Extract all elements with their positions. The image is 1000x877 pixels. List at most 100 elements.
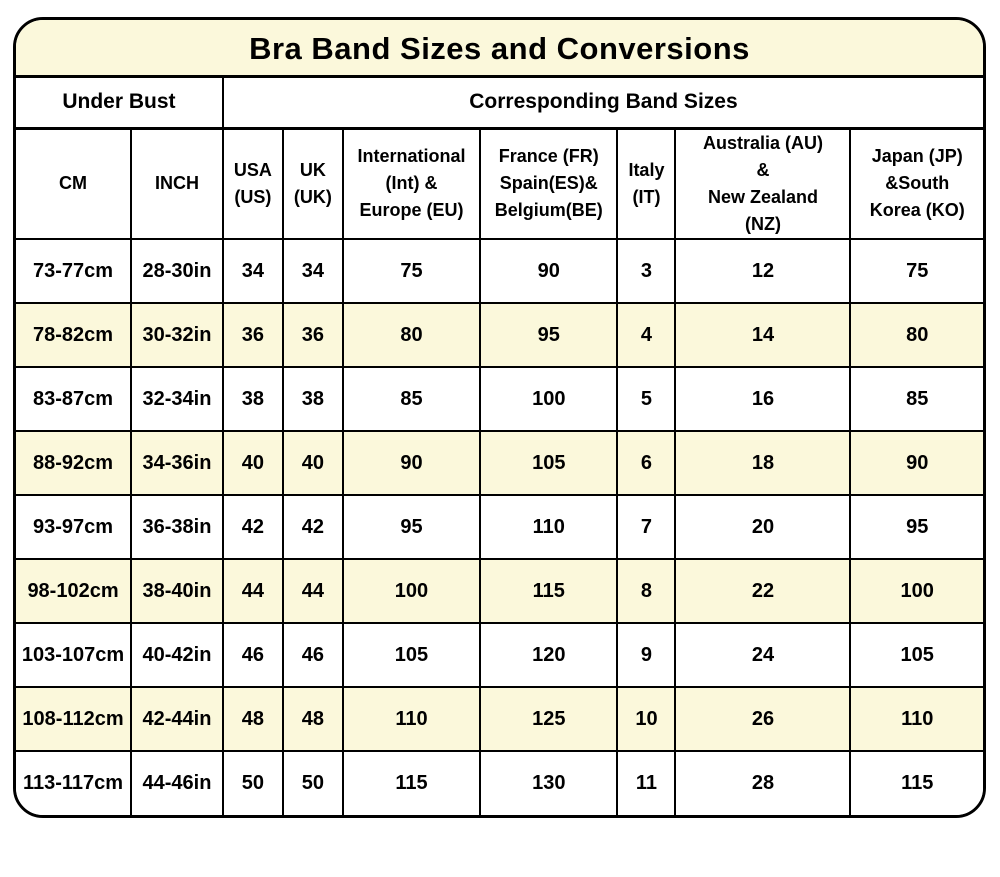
cell: 36-38in	[130, 494, 224, 560]
table-row: 103-107cm 40-42in 46 46 105 120 9 24 105	[16, 622, 983, 688]
col-header-fr-es-be: France (FR) Spain(ES)& Belgium(BE)	[479, 127, 619, 240]
table-row: 83-87cm 32-34in 38 38 85 100 5 16 85	[16, 366, 983, 432]
cell: 40	[221, 430, 284, 496]
cell: 80	[341, 302, 482, 368]
cell: 12	[674, 238, 852, 304]
band-sizes-header: Corresponding Band Sizes	[221, 77, 983, 130]
cell: 4	[616, 302, 677, 368]
table-row: 113-117cm 44-46in 50 50 115 130 11 28 115	[16, 750, 983, 815]
cell: 44	[281, 558, 344, 624]
cell: 7	[616, 494, 677, 560]
cell: 40-42in	[130, 622, 224, 688]
cell: 34	[221, 238, 284, 304]
table-row: 98-102cm 38-40in 44 44 100 115 8 22 100	[16, 558, 983, 624]
cell: 100	[849, 558, 983, 624]
cell: 110	[341, 686, 482, 752]
cell: 30-32in	[130, 302, 224, 368]
cell: 42	[221, 494, 284, 560]
cell: 42	[281, 494, 344, 560]
cell: 83-87cm	[16, 366, 133, 432]
cell: 14	[674, 302, 852, 368]
cell: 130	[479, 750, 619, 815]
cell: 44-46in	[130, 750, 224, 815]
column-header-row: CM INCH USA (US) UK (UK) International (…	[16, 127, 983, 240]
cell: 88-92cm	[16, 430, 133, 496]
cell: 22	[674, 558, 852, 624]
table-row: 78-82cm 30-32in 36 36 80 95 4 14 80	[16, 302, 983, 368]
cell: 93-97cm	[16, 494, 133, 560]
cell: 40	[281, 430, 344, 496]
cell: 38-40in	[130, 558, 224, 624]
size-table: Under Bust Corresponding Band Sizes CM I…	[16, 77, 983, 815]
table-row: 88-92cm 34-36in 40 40 90 105 6 18 90	[16, 430, 983, 496]
cell: 38	[281, 366, 344, 432]
col-header-intl-eu: International (Int) & Europe (EU)	[341, 127, 482, 240]
cell: 95	[341, 494, 482, 560]
cell: 90	[479, 238, 619, 304]
cell: 6	[616, 430, 677, 496]
cell: 105	[849, 622, 983, 688]
cell: 16	[674, 366, 852, 432]
cell: 38	[221, 366, 284, 432]
col-header-italy: Italy (IT)	[616, 127, 677, 240]
cell: 11	[616, 750, 677, 815]
cell: 115	[849, 750, 983, 815]
cell: 110	[479, 494, 619, 560]
cell: 20	[674, 494, 852, 560]
cell: 73-77cm	[16, 238, 133, 304]
cell: 34	[281, 238, 344, 304]
cell: 120	[479, 622, 619, 688]
cell: 95	[849, 494, 983, 560]
table-row: 93-97cm 36-38in 42 42 95 110 7 20 95	[16, 494, 983, 560]
table-row: 108-112cm 42-44in 48 48 110 125 10 26 110	[16, 686, 983, 752]
cell: 100	[479, 366, 619, 432]
cell: 110	[849, 686, 983, 752]
cell: 95	[479, 302, 619, 368]
col-header-usa: USA (US)	[221, 127, 284, 240]
cell: 44	[221, 558, 284, 624]
cell: 5	[616, 366, 677, 432]
cell: 36	[281, 302, 344, 368]
cell: 98-102cm	[16, 558, 133, 624]
cell: 48	[221, 686, 284, 752]
cell: 32-34in	[130, 366, 224, 432]
under-bust-header: Under Bust	[16, 77, 224, 130]
cell: 50	[281, 750, 344, 815]
cell: 103-107cm	[16, 622, 133, 688]
cell: 90	[849, 430, 983, 496]
cell: 75	[849, 238, 983, 304]
page-title: Bra Band Sizes and Conversions	[16, 20, 983, 78]
group-header-row: Under Bust Corresponding Band Sizes	[16, 77, 983, 130]
col-header-au-nz: Australia (AU) & New Zealand (NZ)	[674, 127, 852, 240]
cell: 100	[341, 558, 482, 624]
cell: 115	[479, 558, 619, 624]
cell: 46	[281, 622, 344, 688]
cell: 85	[849, 366, 983, 432]
table-body: 73-77cm 28-30in 34 34 75 90 3 12 75 78-82cm 30-32i…	[16, 238, 983, 815]
cell: 105	[479, 430, 619, 496]
col-header-cm: CM	[16, 127, 133, 240]
cell: 105	[341, 622, 482, 688]
cell: 115	[341, 750, 482, 815]
cell: 42-44in	[130, 686, 224, 752]
cell: 28-30in	[130, 238, 224, 304]
cell: 113-117cm	[16, 750, 133, 815]
cell: 24	[674, 622, 852, 688]
cell: 3	[616, 238, 677, 304]
cell: 8	[616, 558, 677, 624]
cell: 36	[221, 302, 284, 368]
conversion-table-card: Bra Band Sizes and Conversions Under Bus…	[13, 17, 986, 818]
cell: 28	[674, 750, 852, 815]
cell: 46	[221, 622, 284, 688]
cell: 108-112cm	[16, 686, 133, 752]
table-row: 73-77cm 28-30in 34 34 75 90 3 12 75	[16, 238, 983, 304]
cell: 50	[221, 750, 284, 815]
cell: 18	[674, 430, 852, 496]
cell: 85	[341, 366, 482, 432]
col-header-jp-ko: Japan (JP) &South Korea (KO)	[849, 127, 983, 240]
col-header-uk: UK (UK)	[281, 127, 344, 240]
cell: 75	[341, 238, 482, 304]
cell: 10	[616, 686, 677, 752]
cell: 78-82cm	[16, 302, 133, 368]
cell: 9	[616, 622, 677, 688]
